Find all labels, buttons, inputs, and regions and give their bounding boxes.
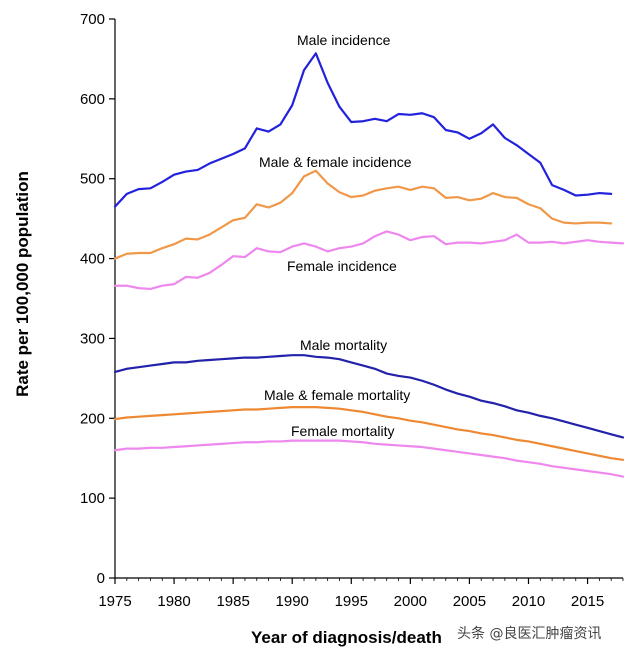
- label-female-mortality: Female mortality: [291, 423, 394, 439]
- y-tick-label: 200: [80, 410, 105, 427]
- label-male-mortality: Male mortality: [300, 337, 387, 353]
- series-line-female-mortality: [113, 439, 625, 478]
- axes: 0 100 200 300 400 500 600 700 1975 1980 1985 1990 19…: [80, 11, 624, 610]
- series-line-male-mortality: [113, 354, 625, 439]
- x-tick-label: 2010: [512, 593, 545, 610]
- series-lines: [113, 52, 625, 478]
- y-tick-label: 0: [97, 570, 105, 587]
- y-tick-label: 100: [80, 490, 105, 507]
- series-line-male-incidence: [113, 52, 613, 208]
- x-axis-title: Year of diagnosis/death: [251, 628, 442, 647]
- watermark-text: 头条 @良医汇肿瘤资讯: [457, 625, 601, 642]
- x-tick-label: 1995: [335, 593, 368, 610]
- label-male-female-incidence: Male & female incidence: [259, 154, 412, 170]
- x-tick-label: 1980: [157, 593, 190, 610]
- x-tick-label: 2005: [453, 593, 486, 610]
- series-line-female-incidence: [113, 230, 625, 291]
- y-tick-label: 500: [80, 171, 105, 188]
- x-tick-label: 1985: [216, 593, 249, 610]
- y-tick-label: 400: [80, 251, 105, 268]
- x-tick-label: 2015: [571, 593, 604, 610]
- y-tick-label: 600: [80, 91, 105, 108]
- y-axis-title: Rate per 100,000 population: [13, 171, 32, 397]
- x-tick-label: 1990: [276, 593, 309, 610]
- x-tick-label: 1975: [98, 593, 131, 610]
- series-labels: Male incidence Male & female incidence F…: [259, 32, 412, 439]
- label-male-female-mortality: Male & female mortality: [264, 387, 410, 403]
- series-line-male-and-female-incidence: [113, 169, 613, 260]
- label-female-incidence: Female incidence: [287, 258, 397, 274]
- label-male-incidence: Male incidence: [297, 32, 391, 48]
- series-line-male-and-female-mortality: [113, 406, 625, 461]
- y-tick-label: 300: [80, 330, 105, 347]
- x-tick-label: 2000: [394, 593, 427, 610]
- y-tick-label: 700: [80, 11, 105, 28]
